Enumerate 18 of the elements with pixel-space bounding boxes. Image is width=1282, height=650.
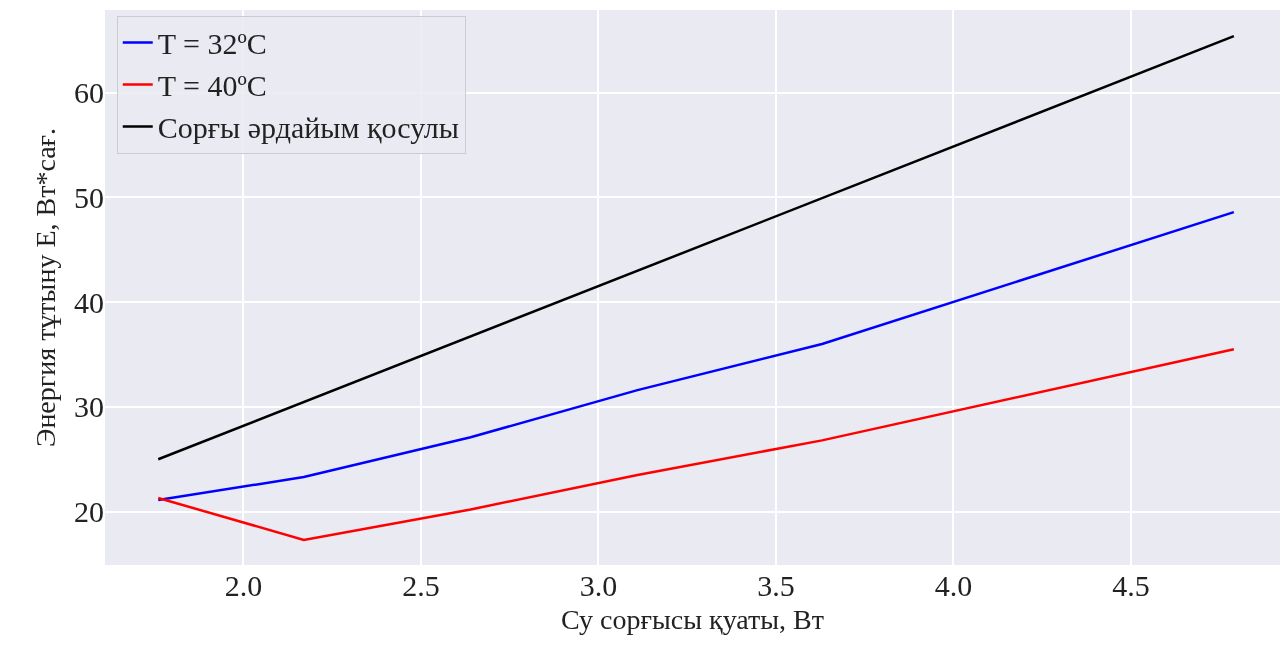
y-tick-label: 50 — [74, 180, 104, 214]
y-axis-title: Энергия тұтыну E, Вт*сағ. — [29, 127, 61, 448]
legend-label: T = 32ºC — [157, 27, 267, 61]
legend-label: T = 40ºC — [157, 69, 267, 103]
x-tick-label: 2.0 — [224, 569, 263, 602]
legend-label: Сорғы әрдайым қосулы — [157, 111, 459, 145]
line-series — [157, 348, 1236, 542]
x-tick-label: 4.5 — [1112, 569, 1150, 602]
y-tick-label: 20 — [74, 495, 104, 529]
line-series — [157, 210, 1236, 502]
y-tick-label: 60 — [74, 76, 104, 110]
y-tick-label: 30 — [74, 390, 104, 424]
x-tick-label: 4.0 — [934, 569, 973, 602]
y-tick-label: 40 — [74, 285, 104, 319]
x-axis-title: Су сорғысы қуаты, Вт — [561, 604, 824, 636]
x-tick-label: 3.5 — [757, 569, 795, 602]
x-tick-label: 3.0 — [579, 569, 618, 602]
x-tick-label: 2.5 — [402, 569, 440, 602]
